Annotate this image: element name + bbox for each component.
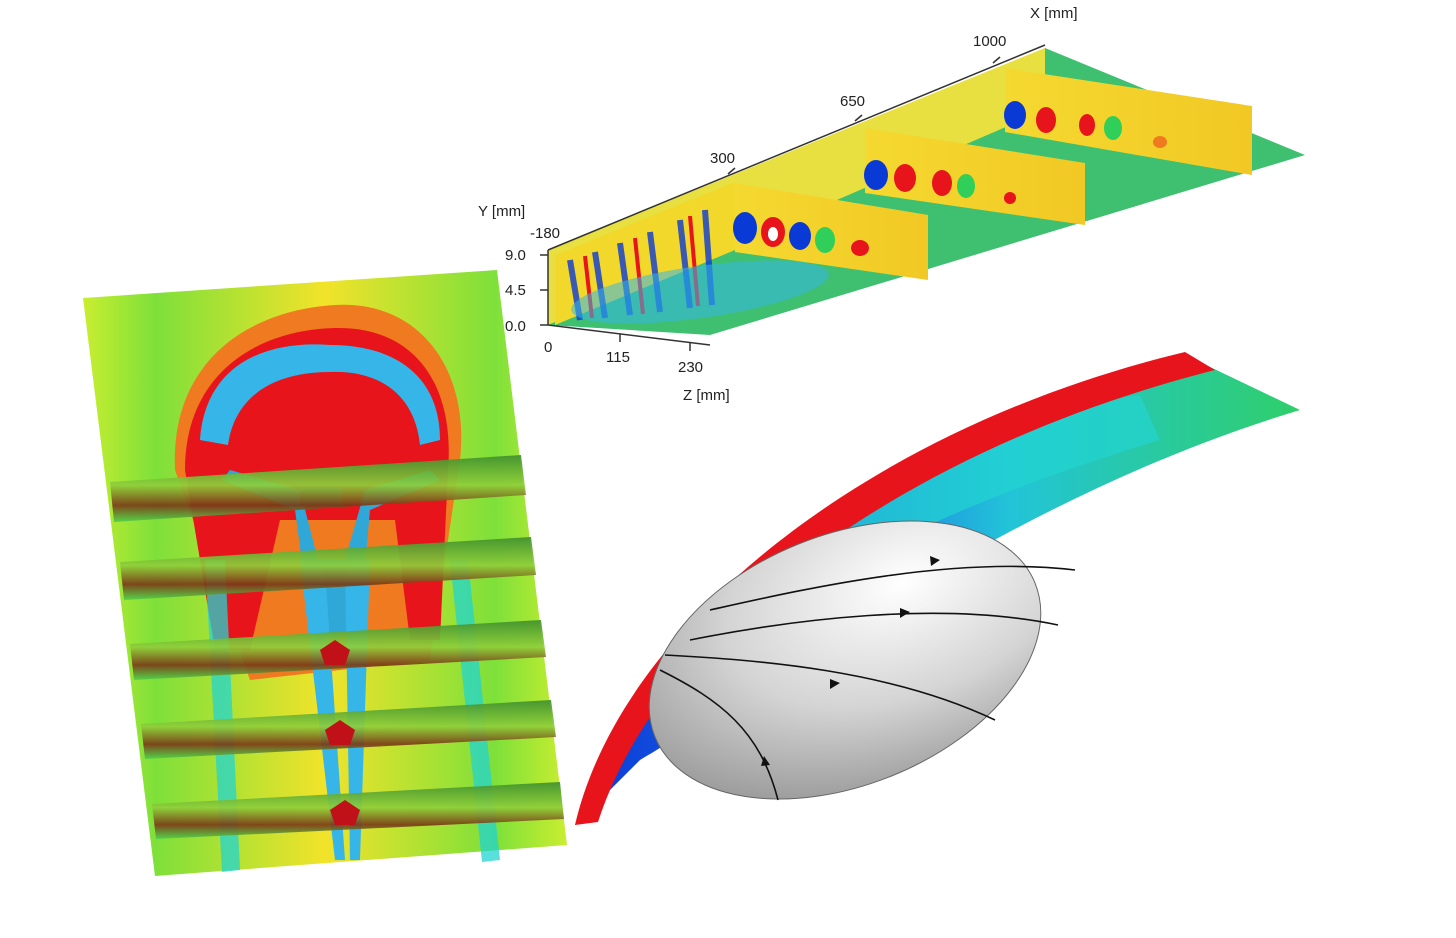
contour-wedge-plane <box>575 355 1300 825</box>
x-tick-1000: 1000 <box>973 33 1006 50</box>
x-axis-line <box>547 44 1046 251</box>
y-tick-0: 0.0 <box>505 318 526 335</box>
cross-slice-1000 <box>1005 68 1252 175</box>
x-axis-title: X [mm] <box>1030 5 1078 22</box>
z-tick-115: 115 <box>606 349 630 366</box>
slice-650-blobs <box>864 160 1016 204</box>
cyan-vortex-shell <box>200 344 440 445</box>
side-cyan-streak-left <box>205 560 240 872</box>
y-tick-9: 9.0 <box>505 247 526 264</box>
gray-ellipsoid-body <box>648 520 1042 800</box>
x-tick-650: 650 <box>840 93 865 110</box>
wake-contour-panel <box>83 270 567 876</box>
y-axis-title: Y [mm] <box>478 203 525 220</box>
floor-perturbation-field <box>571 260 829 324</box>
slice-1 <box>110 455 526 522</box>
slice-300-blobs <box>733 212 869 256</box>
y-tick-4-5: 4.5 <box>505 282 526 299</box>
inflow-streaks <box>567 209 715 321</box>
slice-2 <box>120 537 536 600</box>
cross-slice-650 <box>865 128 1085 225</box>
streamline-arrows <box>761 556 940 766</box>
channel-3d-plot: X [mm] 300 650 1000 Y [mm] -180 9.0 4.5 … <box>478 5 1305 404</box>
y-tick-top: -180 <box>530 225 560 242</box>
x-tick-300: 300 <box>710 150 735 167</box>
z-tick-0: 0 <box>544 339 552 356</box>
slice-1000-blobs <box>1004 101 1167 148</box>
slice-vortex-marks <box>320 640 360 825</box>
z-axis-line <box>547 324 711 346</box>
z-tick-230: 230 <box>678 359 703 376</box>
ellipsoid-streamline-plot <box>575 352 1300 825</box>
surface-streamlines <box>659 565 1076 801</box>
z-axis-title: Z [mm] <box>683 387 730 404</box>
